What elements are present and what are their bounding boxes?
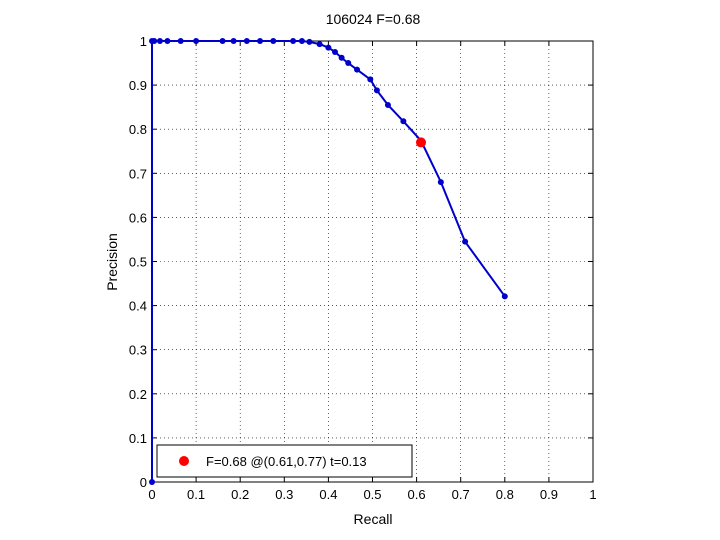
- series-point: [462, 238, 469, 245]
- plot-area: 0 0.1 0.2 0.3 0.4 0.5 0.6 0.7 0.8 0.9 1 0 0.1 0.2 0.3…: [129, 34, 597, 502]
- y-tick-label: 1: [140, 34, 147, 49]
- series-point: [290, 38, 297, 44]
- series-point: [437, 179, 444, 186]
- y-tick-label: 0.5: [129, 255, 147, 270]
- series-point: [338, 54, 345, 61]
- x-tick-label: 1: [589, 487, 596, 502]
- series-point: [156, 38, 163, 44]
- y-axis-title: Precision: [104, 233, 120, 291]
- series-point: [193, 38, 200, 44]
- series-point: [316, 41, 323, 48]
- series-point: [367, 76, 374, 83]
- x-tick-label: 0.3: [275, 487, 293, 502]
- x-tick-label: 0.9: [540, 487, 558, 502]
- series-point: [164, 38, 171, 44]
- series-point: [243, 38, 250, 44]
- x-tick-label: 0.1: [187, 487, 205, 502]
- legend: F=0.68 @(0.61,0.77) t=0.13: [156, 444, 413, 478]
- series-point: [219, 38, 226, 44]
- series-point: [230, 38, 237, 44]
- legend-label: F=0.68 @(0.61,0.77) t=0.13: [206, 454, 367, 469]
- series-point: [354, 66, 361, 73]
- x-tick-label: 0: [148, 487, 155, 502]
- x-axis-title: Recall: [354, 511, 393, 527]
- best-f-point: [416, 137, 427, 148]
- series-point: [325, 44, 332, 51]
- series-point: [345, 60, 352, 67]
- y-tick-label: 0: [140, 475, 147, 490]
- series-point: [384, 101, 391, 108]
- legend-marker: [179, 456, 189, 466]
- y-tick-label: 0.2: [129, 387, 147, 402]
- series-point: [151, 38, 158, 44]
- grid: [152, 41, 593, 482]
- series-point: [501, 293, 508, 300]
- x-tick-label: 0.2: [231, 487, 249, 502]
- series-point: [306, 38, 313, 45]
- y-tick-label: 0.9: [129, 78, 147, 93]
- y-tick-label: 0.1: [129, 431, 147, 446]
- series-point: [298, 38, 305, 44]
- y-tick-label: 0.4: [129, 299, 147, 314]
- x-tick-label: 0.8: [496, 487, 514, 502]
- series-point: [332, 49, 339, 56]
- y-axis-ticks: 0 0.1 0.2 0.3 0.4 0.5 0.6 0.7 0.8 0.9 1: [129, 34, 593, 490]
- series-point: [257, 38, 264, 44]
- y-tick-label: 0.6: [129, 210, 147, 225]
- x-tick-label: 0.4: [319, 487, 337, 502]
- y-tick-label: 0.7: [129, 166, 147, 181]
- series-point: [270, 38, 277, 44]
- series-point: [177, 38, 184, 44]
- x-tick-label: 0.5: [363, 487, 381, 502]
- series-point: [400, 118, 407, 125]
- x-tick-label: 0.7: [452, 487, 470, 502]
- series-point: [373, 87, 380, 94]
- x-axis-ticks: 0 0.1 0.2 0.3 0.4 0.5 0.6 0.7 0.8 0.9 1: [148, 41, 597, 502]
- y-tick-label: 0.8: [129, 122, 147, 137]
- x-tick-label: 0.6: [408, 487, 426, 502]
- legend-box: [156, 444, 413, 478]
- highlight-group: [416, 137, 427, 148]
- series-point: [149, 479, 155, 485]
- y-tick-label: 0.3: [129, 343, 147, 358]
- chart-title: 106024 F=0.68: [326, 11, 421, 27]
